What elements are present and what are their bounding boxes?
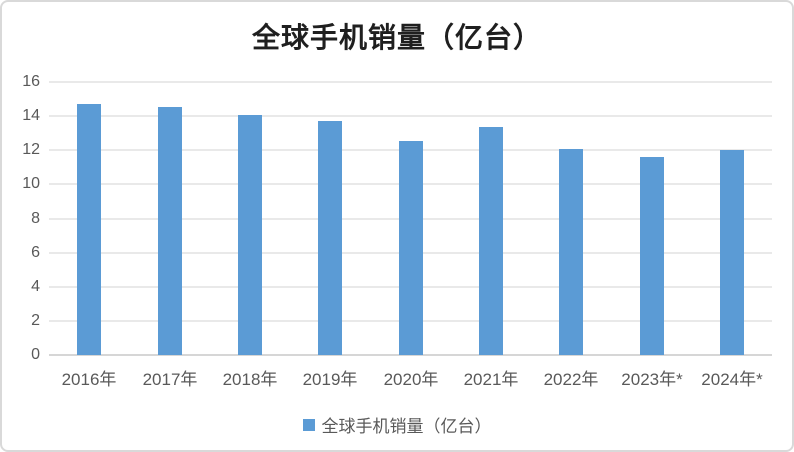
bar (559, 149, 583, 355)
x-axis-tick-label: 2020年 (383, 370, 439, 389)
bar (77, 104, 101, 355)
x-axis-tick-label: 2017年 (142, 370, 198, 389)
bar (399, 141, 423, 355)
bar (640, 157, 664, 355)
bar (318, 121, 342, 355)
bar (158, 107, 182, 355)
chart-title: 全球手机销量（亿台） (251, 21, 542, 54)
y-axis-tick-label: 2 (31, 312, 40, 329)
x-axis-tick-label: 2018年 (222, 370, 278, 389)
gridline (49, 115, 772, 117)
x-axis-tick-label: 2023年* (621, 370, 683, 389)
y-axis-tick-label: 16 (22, 73, 40, 90)
y-axis-tick-label: 6 (31, 244, 40, 261)
legend: 全球手机销量（亿台） (2, 412, 792, 437)
y-axis-tick-label: 4 (31, 278, 40, 295)
x-axis-tick-label: 2019年 (302, 370, 358, 389)
legend-swatch-icon (302, 418, 315, 431)
x-axis-tick-label: 2022年 (543, 370, 599, 389)
bar (720, 150, 744, 355)
y-axis-tick-label: 10 (22, 175, 40, 192)
x-axis-tick-label: 2016年 (61, 370, 117, 389)
bar (479, 127, 503, 355)
y-axis-tick-label: 14 (22, 107, 40, 124)
y-axis-tick-label: 12 (22, 141, 40, 158)
gridline (49, 81, 772, 83)
legend-label: 全球手机销量（亿台） (321, 417, 492, 436)
y-axis-tick-label: 0 (31, 346, 40, 363)
x-axis-tick-label: 2021年 (463, 370, 519, 389)
x-axis-line (49, 354, 772, 356)
y-axis-tick-label: 8 (31, 210, 40, 227)
bar (238, 115, 262, 355)
x-axis-tick-label: 2024年* (701, 370, 763, 389)
